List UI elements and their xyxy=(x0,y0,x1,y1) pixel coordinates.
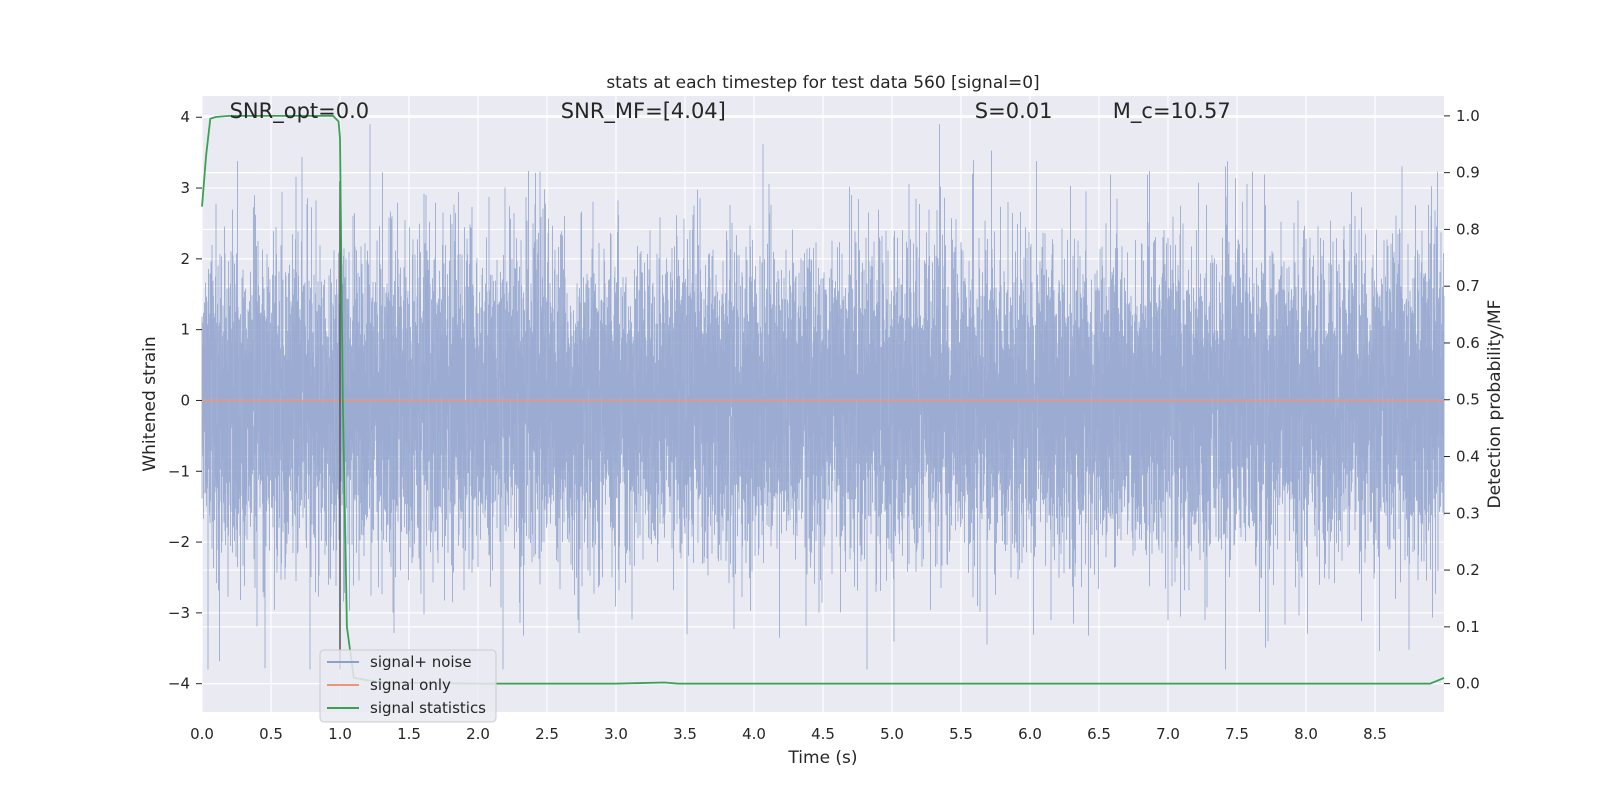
y-tick-label: 4 xyxy=(180,108,190,126)
x-tick-label: 6.5 xyxy=(1087,725,1111,743)
x-tick-label: 7.0 xyxy=(1156,725,1180,743)
y-tick-label: 2 xyxy=(180,250,190,268)
x-tick-label: 0.0 xyxy=(190,725,214,743)
y2-tick-label: 0.1 xyxy=(1456,618,1480,636)
y2-tick-label: 0.8 xyxy=(1456,220,1480,238)
x-tick-label: 7.5 xyxy=(1225,725,1249,743)
annotation-text: SNR_opt=0.0 xyxy=(230,99,370,124)
y-tick-label: 3 xyxy=(180,179,190,197)
y-tick-label: 1 xyxy=(180,321,190,339)
annotation-text: SNR_MF=[4.04] xyxy=(561,99,726,124)
legend: signal+ noise signal only signal statist… xyxy=(319,649,497,723)
y2-tick-label: 0.9 xyxy=(1456,164,1480,182)
x-tick-label: 3.5 xyxy=(673,725,697,743)
legend-box xyxy=(319,649,497,723)
legend-label-signal: signal only xyxy=(370,676,451,694)
x-axis-label: Time (s) xyxy=(787,748,857,768)
series-signal-statistics xyxy=(201,115,1445,685)
y2-tick-label: 0.2 xyxy=(1456,561,1480,579)
y2-tick-label: 0.6 xyxy=(1456,334,1480,352)
y2-tick-label: 0.4 xyxy=(1456,448,1480,466)
y2-tick-label: 0.0 xyxy=(1456,675,1480,693)
y2-tick-labels: 1.0 0.9 0.8 0.7 0.6 0.5 0.4 0.3 0.2 0.1 0.0 xyxy=(1444,107,1480,693)
y2-tick-label: 1.0 xyxy=(1456,107,1480,125)
x-tick-label: 3.0 xyxy=(604,725,628,743)
legend-label-noise: signal+ noise xyxy=(370,653,472,671)
signal-statistics-line xyxy=(201,115,1445,685)
x-tick-label: 4.5 xyxy=(811,725,835,743)
y-tick-label: 0 xyxy=(180,391,190,409)
x-tick-label: 8.5 xyxy=(1363,725,1387,743)
annotation-text: M_c=10.57 xyxy=(1113,99,1231,124)
legend-label-stats: signal statistics xyxy=(370,699,486,717)
x-tick-label: 1.5 xyxy=(397,725,421,743)
y-tick-label: −4 xyxy=(168,675,190,693)
x-tick-label: 5.5 xyxy=(949,725,973,743)
x-tick-label: 5.0 xyxy=(880,725,904,743)
x-tick-label: 1.0 xyxy=(328,725,352,743)
y-tick-label: −2 xyxy=(168,533,190,551)
x-tick-label: 8.0 xyxy=(1294,725,1318,743)
y2-tick-label: 0.5 xyxy=(1456,391,1480,409)
x-tick-labels: 0.0 0.5 1.0 1.5 2.0 2.5 3.0 3.5 4.0 4.5 5.0 5.5 6.0 6… xyxy=(190,725,1387,743)
x-tick-label: 6.0 xyxy=(1018,725,1042,743)
y-axis-label: Whitened strain xyxy=(140,336,160,471)
y2-axis-label: Detection probability/MF xyxy=(1485,300,1505,509)
chart-title: stats at each timestep for test data 560… xyxy=(606,73,1039,93)
y2-tick-label: 0.7 xyxy=(1456,277,1480,295)
y-tick-label: −1 xyxy=(168,462,190,480)
x-tick-label: 0.5 xyxy=(259,725,283,743)
x-tick-label: 2.5 xyxy=(535,725,559,743)
annotations: SNR_opt=0.0 SNR_MF=[4.04] S=0.01 M_c=10.57 xyxy=(230,99,1231,124)
y-tick-label: −3 xyxy=(168,604,190,622)
x-tick-label: 2.0 xyxy=(466,725,490,743)
y2-tick-label: 0.3 xyxy=(1456,504,1480,522)
y-tick-labels: 4 3 2 1 0 −1 −2 −3 −4 xyxy=(168,108,202,693)
x-tick-label: 4.0 xyxy=(742,725,766,743)
annotation-text: S=0.01 xyxy=(975,99,1053,123)
